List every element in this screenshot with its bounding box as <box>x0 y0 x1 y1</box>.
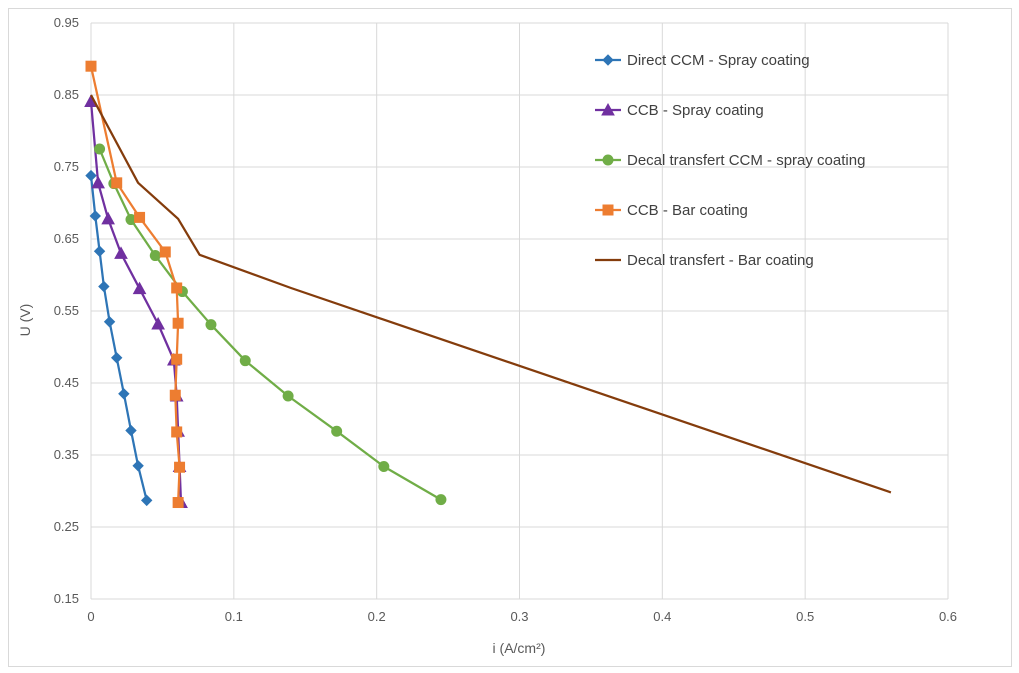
data-point <box>101 211 115 225</box>
x-tick-label: 0.6 <box>939 609 957 624</box>
data-point <box>171 282 183 294</box>
y-tick-label: 0.95 <box>54 15 79 30</box>
legend-marker <box>602 54 614 66</box>
x-tick-label: 0 <box>87 609 94 624</box>
data-point <box>114 246 128 259</box>
data-point <box>172 497 184 509</box>
data-point <box>94 143 106 155</box>
legend-label: CCB - Bar coating <box>627 202 748 219</box>
x-tick-label: 0.5 <box>796 609 814 624</box>
series-2 <box>84 94 188 509</box>
data-point <box>98 280 110 293</box>
data-point <box>140 494 153 507</box>
data-point <box>111 352 123 364</box>
legend-marker <box>602 154 614 166</box>
line-chart: 0 0.1 0.2 0.3 0.4 0.5 0.6 0.15 0.25 0.35 0.45 0.55… <box>17 15 957 656</box>
data-point <box>91 175 105 189</box>
legend-label: Direct CCM - Spray coating <box>627 52 810 69</box>
series-line <box>98 148 442 501</box>
legend-label: Decal transfert - Bar coating <box>627 252 814 269</box>
y-tick-label: 0.15 <box>54 591 79 606</box>
x-axis-title: i (A/cm²) <box>493 640 546 656</box>
gridlines <box>90 22 949 600</box>
series-4 <box>85 60 186 509</box>
y-tick-label: 0.75 <box>54 159 79 174</box>
x-tick-label: 0.3 <box>510 609 528 624</box>
y-tick-label: 0.25 <box>54 519 79 534</box>
x-tick-label: 0.4 <box>653 609 671 624</box>
data-point <box>85 60 97 72</box>
legend-marker <box>602 204 614 216</box>
data-point <box>125 424 137 437</box>
y-tick-label: 0.65 <box>54 231 79 246</box>
data-point <box>205 319 217 331</box>
chart-area: 0 0.1 0.2 0.3 0.4 0.5 0.6 0.15 0.25 0.35 0.45 0.55… <box>8 8 1012 667</box>
series-group <box>84 60 892 509</box>
data-point <box>118 388 130 400</box>
x-tick-label: 0.2 <box>368 609 386 624</box>
data-point <box>171 426 183 438</box>
data-point <box>111 177 123 189</box>
data-point <box>174 461 186 473</box>
series-line <box>90 94 892 494</box>
data-point <box>151 316 165 330</box>
series-1 <box>85 169 153 507</box>
data-point <box>85 169 97 182</box>
legend-label: CCB - Spray coating <box>627 102 764 119</box>
y-tick-label: 0.85 <box>54 87 79 102</box>
data-point <box>134 211 146 223</box>
legend-entry: Decal transfert - Bar coating <box>595 252 814 269</box>
y-tick-labels: 0.15 0.25 0.35 0.45 0.55 0.65 0.75 0.85 0.95 <box>54 15 79 606</box>
legend-entry: CCB - Bar coating <box>595 202 748 219</box>
series-3 <box>94 143 447 506</box>
data-point <box>159 246 171 258</box>
y-tick-label: 0.45 <box>54 375 79 390</box>
series-line <box>89 175 148 501</box>
data-point <box>378 461 390 473</box>
data-point <box>172 317 184 329</box>
data-point <box>89 210 101 222</box>
data-point <box>132 460 144 472</box>
y-tick-label: 0.35 <box>54 447 79 462</box>
data-point <box>149 250 161 262</box>
legend: Direct CCM - Spray coating CCB - Spray co… <box>595 52 865 269</box>
y-axis-title: U (V) <box>17 304 33 337</box>
data-point <box>93 245 106 257</box>
data-point <box>169 389 181 401</box>
legend-marker <box>601 102 615 116</box>
x-tick-labels: 0 0.1 0.2 0.3 0.4 0.5 0.6 <box>87 609 957 624</box>
y-tick-label: 0.55 <box>54 303 79 318</box>
data-point <box>103 316 116 328</box>
legend-entry: Direct CCM - Spray coating <box>595 52 810 69</box>
data-point <box>132 281 147 295</box>
legend-label: Decal transfert CCM - spray coating <box>627 152 865 169</box>
data-point <box>171 353 183 365</box>
legend-entry: CCB - Spray coating <box>595 102 764 119</box>
data-point <box>239 355 251 367</box>
legend-entry: Decal transfert CCM - spray coating <box>595 152 865 169</box>
data-point <box>282 390 294 402</box>
x-tick-label: 0.1 <box>225 609 243 624</box>
data-point <box>331 425 343 437</box>
series-5 <box>90 94 892 494</box>
data-point <box>435 494 447 506</box>
